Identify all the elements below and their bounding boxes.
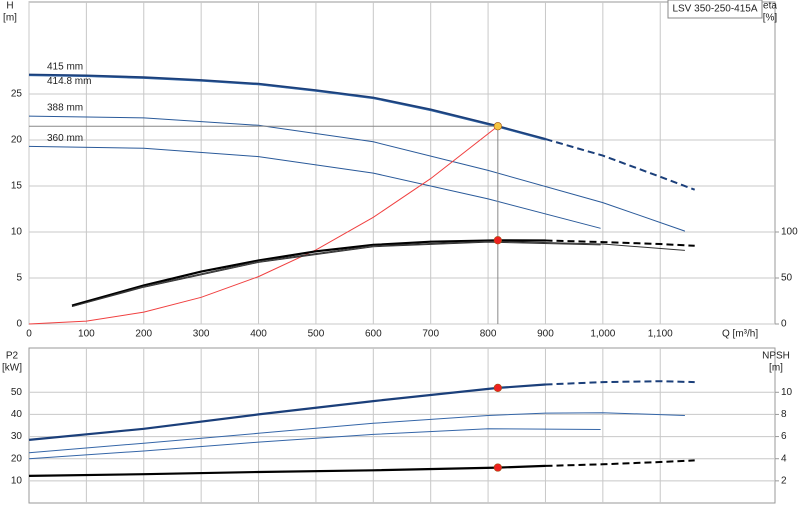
x-tick-label: 500: [308, 329, 325, 340]
y2-axis-label: [m]: [769, 363, 783, 374]
y2-axis-label: [%]: [763, 13, 778, 24]
y2-axis-label: NPSH: [762, 351, 790, 362]
y-tick-label: 40: [11, 409, 23, 420]
x-tick-label: 1,100: [648, 329, 673, 340]
curve: [28, 383, 546, 441]
y2-tick-label: 6: [781, 431, 787, 442]
curve: [71, 240, 685, 307]
y-axis-label: [m]: [3, 13, 17, 24]
curve: [71, 241, 601, 307]
y-tick-label: 20: [11, 135, 23, 146]
curve: [28, 464, 546, 477]
curve: [28, 73, 546, 141]
x-tick-label: 600: [365, 329, 382, 340]
y-tick-label: 10: [11, 475, 23, 486]
plot-area: [28, 347, 776, 504]
y-tick-label: 5: [16, 273, 22, 284]
x-tick-label: 900: [537, 329, 554, 340]
x-tick-label: 0: [26, 329, 32, 340]
y2-tick-label: 10: [781, 387, 793, 398]
y2-tick-label: 8: [781, 409, 787, 420]
x-tick-label: 300: [193, 329, 210, 340]
y-tick-label: 50: [11, 387, 23, 398]
curve-label: 388 mm: [47, 103, 83, 114]
y2-tick-label: 100: [781, 227, 798, 238]
y2-tick-label: 2: [781, 475, 787, 486]
y-axis-label: P2: [6, 351, 19, 362]
curve: [28, 115, 686, 232]
y-tick-label: 20: [11, 453, 23, 464]
plot-area: [28, 1, 776, 325]
y-tick-label: 25: [11, 89, 23, 100]
y-tick-label: 30: [11, 431, 23, 442]
curve: [545, 239, 695, 247]
y2-tick-label: 0: [781, 319, 787, 330]
curve: [28, 145, 601, 229]
operating-point: [493, 122, 502, 131]
curve-label: 360 mm: [47, 133, 83, 144]
operating-point: [493, 383, 502, 392]
curve: [28, 428, 601, 460]
x-tick-label: 700: [422, 329, 439, 340]
y-tick-label: 10: [11, 227, 23, 238]
x-axis-label: Q [m³/h]: [722, 329, 758, 340]
y-axis-label: [kW]: [2, 363, 22, 374]
x-tick-label: 200: [135, 329, 152, 340]
curve: [28, 75, 546, 141]
x-tick-label: 1,000: [590, 329, 615, 340]
curve: [545, 380, 695, 386]
curve-label: 414.8 mm: [47, 76, 91, 87]
curve: [71, 239, 546, 307]
operating-point: [493, 236, 502, 245]
y-tick-label: 15: [11, 181, 23, 192]
curve-label: 415 mm: [47, 61, 83, 72]
curve: [28, 125, 499, 325]
curve: [28, 412, 685, 454]
y-axis-label: H: [6, 1, 13, 12]
y2-axis-label: eta: [763, 1, 777, 12]
chart-title: LSV 350-250-415A: [672, 4, 757, 15]
title-box: [667, 0, 763, 19]
x-tick-label: 400: [250, 329, 267, 340]
y2-tick-label: 4: [781, 453, 787, 464]
curve: [545, 138, 696, 191]
y-tick-label: 0: [16, 319, 22, 330]
y2-tick-label: 50: [781, 273, 793, 284]
x-tick-label: 800: [480, 329, 497, 340]
operating-point: [493, 463, 502, 472]
x-tick-label: 100: [78, 329, 95, 340]
curve: [545, 459, 695, 467]
